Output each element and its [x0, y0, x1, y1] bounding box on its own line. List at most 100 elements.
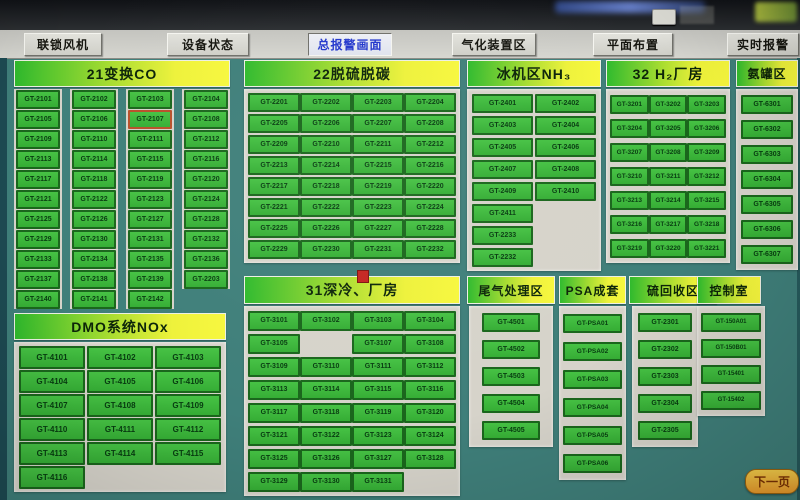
gt-tag-button[interactable]: GT-2103: [128, 89, 172, 109]
gt-tag-button[interactable]: GT-2207: [352, 114, 404, 133]
gt-tag-button[interactable]: GT-2409: [472, 181, 533, 201]
gt-tag-button[interactable]: GT-2127: [128, 209, 172, 229]
gt-tag-button[interactable]: GT-4114: [86, 441, 154, 465]
gt-tag-button[interactable]: GT-4116: [18, 465, 86, 489]
gt-tag-button[interactable]: GT-3115: [352, 379, 404, 400]
gt-tag-button[interactable]: GT-3201: [610, 94, 649, 114]
gt-tag-button[interactable]: GT-2226: [300, 219, 352, 238]
gt-tag-button[interactable]: GT-3217: [648, 214, 688, 234]
gt-tag-button[interactable]: GT-4107: [18, 393, 86, 417]
gt-tag-button[interactable]: GT-3119: [352, 402, 404, 423]
gt-tag-button[interactable]: GT-2140: [16, 289, 60, 309]
gt-tag-button[interactable]: GT-3118: [300, 402, 352, 423]
gt-tag-button[interactable]: GT-2206: [300, 114, 352, 133]
gt-tag-button[interactable]: GT-2221: [248, 198, 300, 217]
gt-tag-button[interactable]: GT-2210: [300, 135, 352, 154]
gt-tag-button[interactable]: GT-2305: [638, 421, 692, 440]
gt-tag-button[interactable]: GT-3208: [648, 142, 688, 162]
gt-tag-button[interactable]: GT-3116: [404, 379, 456, 400]
gt-tag-button[interactable]: GT-3126: [300, 448, 352, 469]
gt-tag-button[interactable]: GT-2122: [72, 189, 116, 209]
gt-tag-button[interactable]: GT-3206: [687, 118, 726, 138]
gt-tag-button[interactable]: GT-3216: [610, 214, 649, 234]
gt-tag-button[interactable]: GT-3212: [687, 166, 726, 186]
gt-tag-button[interactable]: GT-PSA01: [563, 313, 622, 333]
nav-button-interlock-fans[interactable]: 联锁风机: [24, 33, 102, 56]
gt-tag-button[interactable]: GT-3131: [352, 471, 404, 492]
gt-tag-button[interactable]: GT-150B01: [701, 338, 761, 358]
gt-tag-button[interactable]: GT-2121: [16, 189, 60, 209]
gt-tag-button[interactable]: GT-6302: [741, 120, 793, 139]
gt-tag-button[interactable]: GT-2203: [352, 93, 404, 112]
gt-tag-button[interactable]: GT-2225: [248, 219, 300, 238]
gt-tag-button[interactable]: GT-3114: [300, 379, 352, 400]
gt-tag-button[interactable]: GT-4501: [481, 313, 541, 332]
gt-tag-button[interactable]: GT-2134: [72, 249, 116, 269]
small-top-button[interactable]: [652, 9, 676, 25]
gt-tag-button[interactable]: GT-2115: [128, 149, 172, 169]
gt-tag-button[interactable]: GT-2136: [184, 249, 228, 269]
gt-tag-button[interactable]: GT-3210: [610, 166, 649, 186]
gt-tag-button[interactable]: GT-3110: [300, 356, 352, 377]
gt-tag-button[interactable]: GT-2304: [638, 394, 692, 413]
gt-tag-button[interactable]: GT-3218: [687, 214, 726, 234]
gt-tag-button[interactable]: GT-2402: [535, 93, 596, 113]
gt-tag-button[interactable]: GT-2110: [72, 129, 116, 149]
gt-tag-button[interactable]: GT-6304: [741, 170, 793, 189]
gt-tag-button[interactable]: GT-4504: [481, 394, 541, 413]
gt-tag-button[interactable]: GT-3103: [352, 310, 404, 331]
gt-tag-button[interactable]: GT-2113: [16, 149, 60, 169]
gt-tag-button[interactable]: GT-2139: [128, 269, 172, 289]
gt-tag-button[interactable]: GT-3107: [352, 333, 404, 354]
gt-tag-button[interactable]: GT-2209: [248, 135, 300, 154]
gt-tag-button[interactable]: GT-2222: [300, 198, 352, 217]
gt-tag-button[interactable]: GT-3205: [648, 118, 688, 138]
gt-tag-button[interactable]: GT-6307: [741, 245, 793, 264]
gt-tag-button[interactable]: GT-3128: [404, 448, 456, 469]
gt-tag-button[interactable]: GT-2233: [472, 225, 533, 245]
gt-tag-button[interactable]: GT-2218: [300, 177, 352, 196]
gt-tag-button[interactable]: GT-3124: [404, 425, 456, 446]
gt-tag-button[interactable]: GT-2410: [535, 181, 596, 201]
gt-tag-button[interactable]: GT-2411: [472, 203, 533, 223]
gt-tag-button[interactable]: GT-PSA02: [563, 341, 622, 361]
gt-tag-button[interactable]: GT-3102: [300, 310, 352, 331]
gt-tag-button[interactable]: GT-2101: [16, 89, 60, 109]
gt-tag-button[interactable]: GT-4505: [481, 421, 541, 440]
gt-tag-button[interactable]: GT-2224: [404, 198, 456, 217]
gt-tag-button[interactable]: GT-3109: [248, 356, 300, 377]
gt-tag-button[interactable]: GT-2132: [184, 229, 228, 249]
gt-tag-button[interactable]: GT-4110: [18, 417, 86, 441]
gt-tag-button[interactable]: GT-2138: [72, 269, 116, 289]
gt-tag-button[interactable]: GT-2107: [128, 109, 172, 129]
gt-tag-button[interactable]: GT-3213: [610, 190, 649, 210]
gt-tag-button[interactable]: GT-3215: [687, 190, 726, 210]
gt-tag-button[interactable]: GT-3113: [248, 379, 300, 400]
gt-tag-button[interactable]: GT-3214: [648, 190, 688, 210]
gt-tag-button[interactable]: GT-3220: [648, 238, 688, 258]
gt-tag-button[interactable]: GT-2232: [404, 240, 456, 259]
gt-tag-button[interactable]: GT-2123: [128, 189, 172, 209]
nav-button-plan-layout[interactable]: 平面布置: [593, 33, 673, 56]
gt-tag-button[interactable]: GT-2120: [184, 169, 228, 189]
gt-tag-button[interactable]: GT-3117: [248, 402, 300, 423]
gt-tag-button[interactable]: GT-2231: [352, 240, 404, 259]
gt-tag-button[interactable]: GT-4113: [18, 441, 86, 465]
gt-tag-button[interactable]: GT-2112: [184, 129, 228, 149]
gt-tag-button[interactable]: GT-2105: [16, 109, 60, 129]
gt-tag-button[interactable]: GT-2407: [472, 159, 533, 179]
gt-tag-button[interactable]: GT-4103: [154, 345, 222, 369]
gt-tag-button[interactable]: GT-2406: [535, 137, 596, 157]
gt-tag-button[interactable]: GT-2109: [16, 129, 60, 149]
gt-tag-button[interactable]: GT-2135: [128, 249, 172, 269]
gt-tag-button[interactable]: GT-3101: [248, 310, 300, 331]
gt-tag-button[interactable]: GT-2106: [72, 109, 116, 129]
gt-tag-button[interactable]: GT-2111: [128, 129, 172, 149]
gt-tag-button[interactable]: GT-3120: [404, 402, 456, 423]
gt-tag-button[interactable]: GT-2203: [184, 269, 228, 289]
gt-tag-button[interactable]: GT-3130: [300, 471, 352, 492]
gt-tag-button[interactable]: GT-2116: [184, 149, 228, 169]
gt-tag-button[interactable]: GT-3209: [687, 142, 726, 162]
nav-button-gasification-area[interactable]: 气化装置区: [452, 33, 536, 56]
gt-tag-button[interactable]: GT-4111: [86, 417, 154, 441]
